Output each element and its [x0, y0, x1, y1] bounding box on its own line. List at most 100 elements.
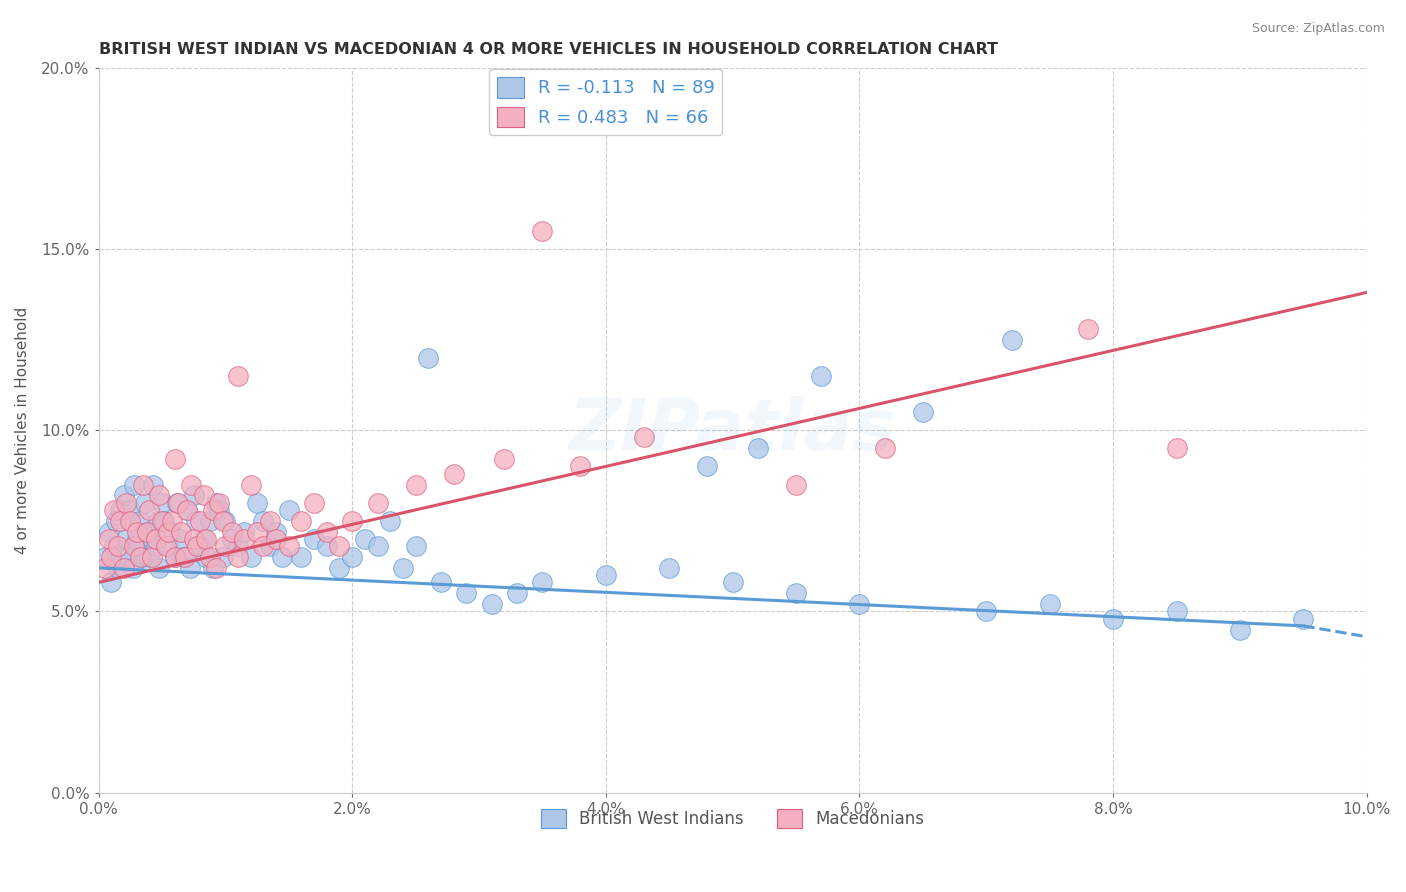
Point — [163, 549, 186, 564]
Point — [367, 539, 389, 553]
Point — [198, 549, 221, 564]
Point — [1001, 333, 1024, 347]
Point — [208, 496, 231, 510]
Point — [747, 442, 769, 456]
Point — [153, 514, 176, 528]
Point — [173, 549, 195, 564]
Point — [221, 532, 243, 546]
Point — [180, 477, 202, 491]
Point — [328, 561, 350, 575]
Point — [658, 561, 681, 575]
Point — [176, 503, 198, 517]
Point — [1102, 612, 1125, 626]
Point — [100, 575, 122, 590]
Point — [353, 532, 375, 546]
Point — [271, 549, 294, 564]
Point — [170, 532, 193, 546]
Point — [125, 524, 148, 539]
Point — [277, 539, 299, 553]
Point — [315, 524, 337, 539]
Point — [121, 561, 143, 575]
Point — [531, 575, 554, 590]
Point — [205, 561, 228, 575]
Point — [205, 496, 228, 510]
Point — [112, 561, 135, 575]
Point — [94, 561, 117, 575]
Point — [976, 604, 998, 618]
Point — [259, 514, 281, 528]
Point — [696, 459, 718, 474]
Point — [166, 496, 188, 510]
Point — [97, 524, 120, 539]
Point — [201, 561, 224, 575]
Point — [302, 532, 325, 546]
Point — [221, 524, 243, 539]
Point — [873, 442, 896, 456]
Point — [129, 549, 152, 564]
Point — [1077, 321, 1099, 335]
Point — [150, 514, 173, 528]
Point — [145, 539, 167, 553]
Point — [159, 524, 181, 539]
Point — [595, 568, 617, 582]
Point — [392, 561, 415, 575]
Point — [226, 539, 249, 553]
Text: ZIPatlas: ZIPatlas — [569, 396, 897, 465]
Point — [188, 514, 211, 528]
Legend: British West Indians, Macedonians: British West Indians, Macedonians — [534, 803, 931, 835]
Point — [239, 477, 262, 491]
Point — [302, 496, 325, 510]
Point — [150, 496, 173, 510]
Point — [108, 503, 131, 517]
Text: Source: ZipAtlas.com: Source: ZipAtlas.com — [1251, 22, 1385, 36]
Point — [315, 539, 337, 553]
Point — [195, 549, 218, 564]
Point — [179, 561, 201, 575]
Point — [132, 477, 155, 491]
Point — [405, 539, 427, 553]
Point — [430, 575, 453, 590]
Point — [569, 459, 592, 474]
Point — [531, 224, 554, 238]
Point — [494, 452, 516, 467]
Point — [94, 549, 117, 564]
Point — [380, 514, 402, 528]
Point — [443, 467, 465, 481]
Point — [188, 539, 211, 553]
Point — [233, 524, 256, 539]
Point — [183, 532, 205, 546]
Point — [186, 539, 208, 553]
Point — [1166, 442, 1188, 456]
Point — [170, 524, 193, 539]
Point — [141, 532, 163, 546]
Point — [911, 405, 934, 419]
Y-axis label: 4 or more Vehicles in Household: 4 or more Vehicles in Household — [15, 307, 30, 554]
Point — [633, 430, 655, 444]
Point — [183, 488, 205, 502]
Point — [163, 452, 186, 467]
Point — [157, 524, 180, 539]
Point — [117, 549, 139, 564]
Point — [340, 549, 363, 564]
Point — [186, 514, 208, 528]
Point — [122, 539, 145, 553]
Point — [214, 539, 236, 553]
Point — [103, 503, 125, 517]
Point — [290, 549, 312, 564]
Point — [810, 368, 832, 383]
Point — [252, 539, 274, 553]
Point — [134, 496, 156, 510]
Point — [193, 488, 215, 502]
Point — [163, 549, 186, 564]
Point — [122, 477, 145, 491]
Point — [167, 496, 190, 510]
Point — [128, 539, 150, 553]
Point — [108, 514, 131, 528]
Point — [146, 514, 169, 528]
Point — [246, 524, 269, 539]
Point — [367, 496, 389, 510]
Point — [233, 532, 256, 546]
Point — [148, 561, 170, 575]
Point — [264, 532, 287, 546]
Point — [264, 524, 287, 539]
